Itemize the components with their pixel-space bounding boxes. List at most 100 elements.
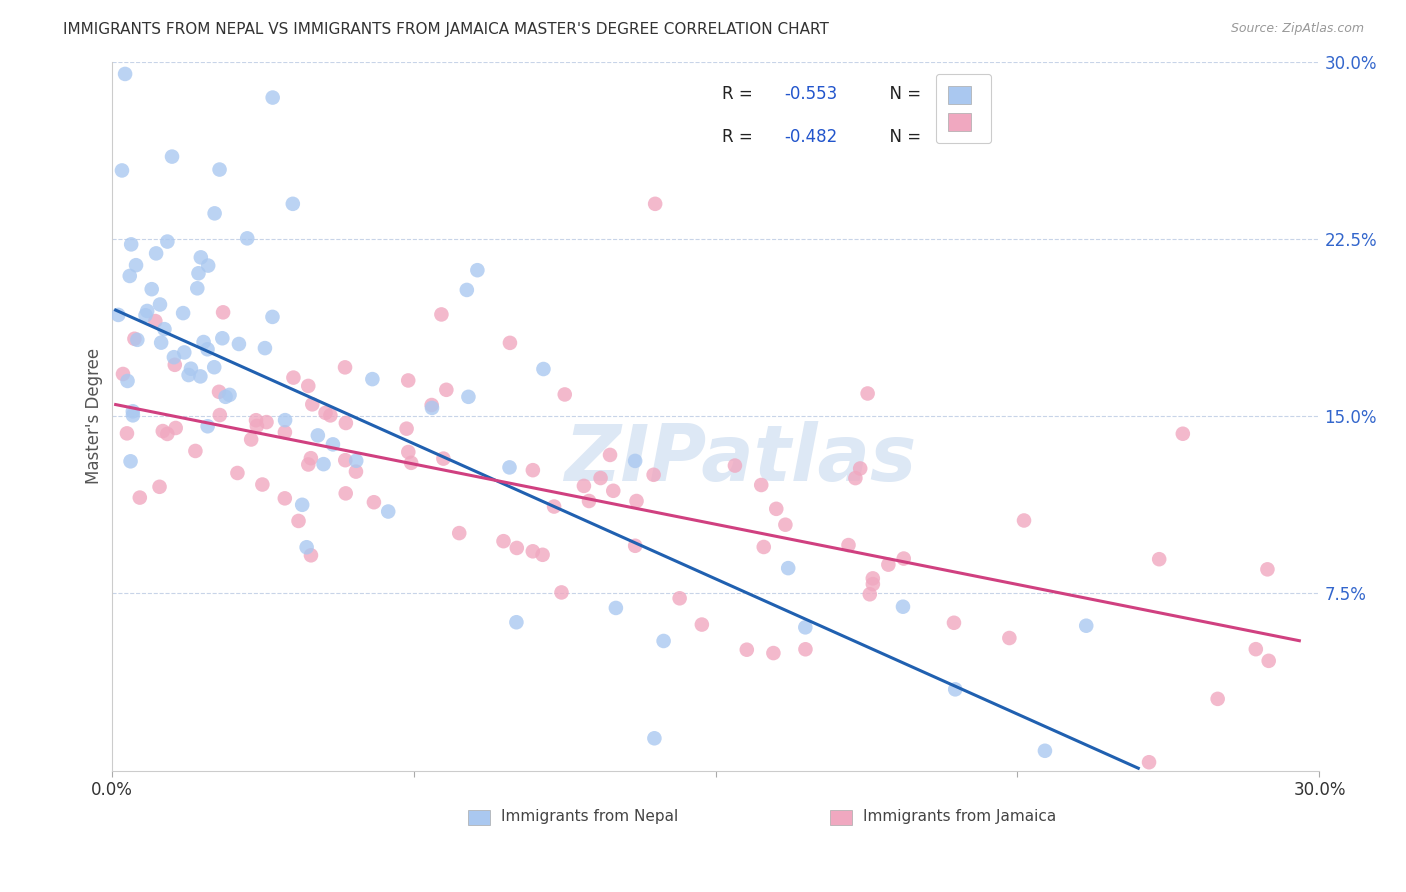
Point [794, 642, 817, 657]
Text: Source: ZipAtlas.com: Source: ZipAtlas.com [1230, 22, 1364, 36]
Point [1256, 562, 1278, 576]
Point [572, 479, 595, 493]
Point [111, 163, 134, 178]
Point [522, 463, 544, 477]
Point [240, 433, 263, 447]
Point [762, 646, 785, 660]
Point [165, 421, 187, 435]
Point [124, 332, 146, 346]
Point [253, 341, 276, 355]
Point [114, 67, 136, 81]
Point [301, 397, 323, 411]
Text: R =: R = [721, 85, 758, 103]
Point [844, 471, 866, 485]
Point [765, 501, 787, 516]
Point [344, 465, 367, 479]
Point [143, 314, 166, 328]
Point [395, 422, 418, 436]
Text: ZIPatlas: ZIPatlas [564, 421, 915, 497]
Point [135, 308, 157, 322]
Point [128, 491, 150, 505]
Legend: , : , [936, 74, 991, 143]
Text: -0.482: -0.482 [785, 128, 838, 145]
Point [942, 615, 965, 630]
Point [361, 372, 384, 386]
FancyBboxPatch shape [831, 810, 852, 825]
Point [149, 297, 172, 311]
Point [652, 634, 675, 648]
Point [457, 390, 479, 404]
Point [148, 480, 170, 494]
Point [274, 425, 297, 440]
Point [492, 534, 515, 549]
FancyBboxPatch shape [468, 810, 489, 825]
Point [214, 390, 236, 404]
Point [420, 401, 443, 415]
Point [252, 477, 274, 491]
Text: 93: 93 [942, 128, 963, 145]
Point [107, 308, 129, 322]
Point [172, 306, 194, 320]
Text: N =: N = [879, 128, 927, 145]
Point [605, 601, 627, 615]
Point [204, 206, 226, 220]
Point [1076, 618, 1098, 632]
Point [506, 541, 529, 555]
Point [550, 585, 572, 599]
Point [643, 731, 665, 746]
Text: Immigrants from Nepal: Immigrants from Nepal [501, 809, 678, 824]
Point [283, 370, 305, 384]
Point [377, 504, 399, 518]
Point [197, 343, 219, 357]
Point [156, 426, 179, 441]
Point [396, 374, 419, 388]
Point [120, 237, 142, 252]
Point [218, 388, 240, 402]
Point [262, 90, 284, 104]
Point [208, 408, 231, 422]
Point [589, 471, 612, 485]
Point [643, 467, 665, 482]
Point [877, 558, 900, 572]
Point [430, 308, 453, 322]
Point [335, 453, 357, 467]
Point [420, 398, 443, 412]
Point [668, 591, 690, 606]
Text: IMMIGRANTS FROM NEPAL VS IMMIGRANTS FROM JAMAICA MASTER'S DEGREE CORRELATION CHA: IMMIGRANTS FROM NEPAL VS IMMIGRANTS FROM… [63, 22, 830, 37]
Point [184, 444, 207, 458]
Point [208, 162, 231, 177]
Point [856, 386, 879, 401]
Point [186, 281, 208, 295]
Point [624, 454, 647, 468]
Point [297, 458, 319, 472]
Point [859, 587, 882, 601]
Point [644, 197, 666, 211]
Point [505, 615, 527, 630]
Point [297, 379, 319, 393]
Point [1206, 691, 1229, 706]
Point [299, 451, 322, 466]
Point [735, 642, 758, 657]
Point [152, 424, 174, 438]
Point [456, 283, 478, 297]
Point [599, 448, 621, 462]
Point [554, 387, 576, 401]
Point [396, 445, 419, 459]
Point [245, 413, 267, 427]
Point [1244, 642, 1267, 657]
Point [287, 514, 309, 528]
Point [998, 631, 1021, 645]
Point [862, 577, 884, 591]
Point [319, 409, 342, 423]
Point [122, 409, 145, 423]
Point [193, 334, 215, 349]
Point [202, 360, 225, 375]
Point [778, 561, 800, 575]
Point [322, 437, 344, 451]
Point [434, 383, 457, 397]
Point [775, 517, 797, 532]
Point [160, 150, 183, 164]
Point [163, 358, 186, 372]
Point [749, 478, 772, 492]
Text: R =: R = [721, 128, 758, 145]
